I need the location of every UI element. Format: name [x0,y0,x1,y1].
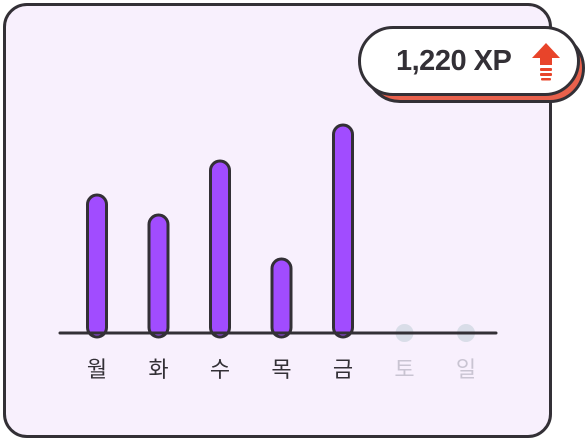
bar-wed [209,159,231,339]
bar-mon [86,193,108,339]
day-label-wed: 수 [209,358,231,383]
bar-tue [147,213,170,339]
day-label-sat: 토 [394,358,415,383]
chart-bars [86,123,475,342]
day-label-fri: 금 [332,358,354,383]
xp-badge: 1,220 XP [358,26,580,96]
day-label-sun: 일 [455,358,477,383]
day-label-mon: 월 [86,358,108,383]
day-label-tue: 화 [148,358,169,383]
arrow-up-icon [532,43,560,81]
bar-fri [332,123,354,339]
xp-total: 1,220 XP [396,44,512,77]
bar-thu [270,257,293,339]
day-label-thu: 목 [271,358,292,383]
